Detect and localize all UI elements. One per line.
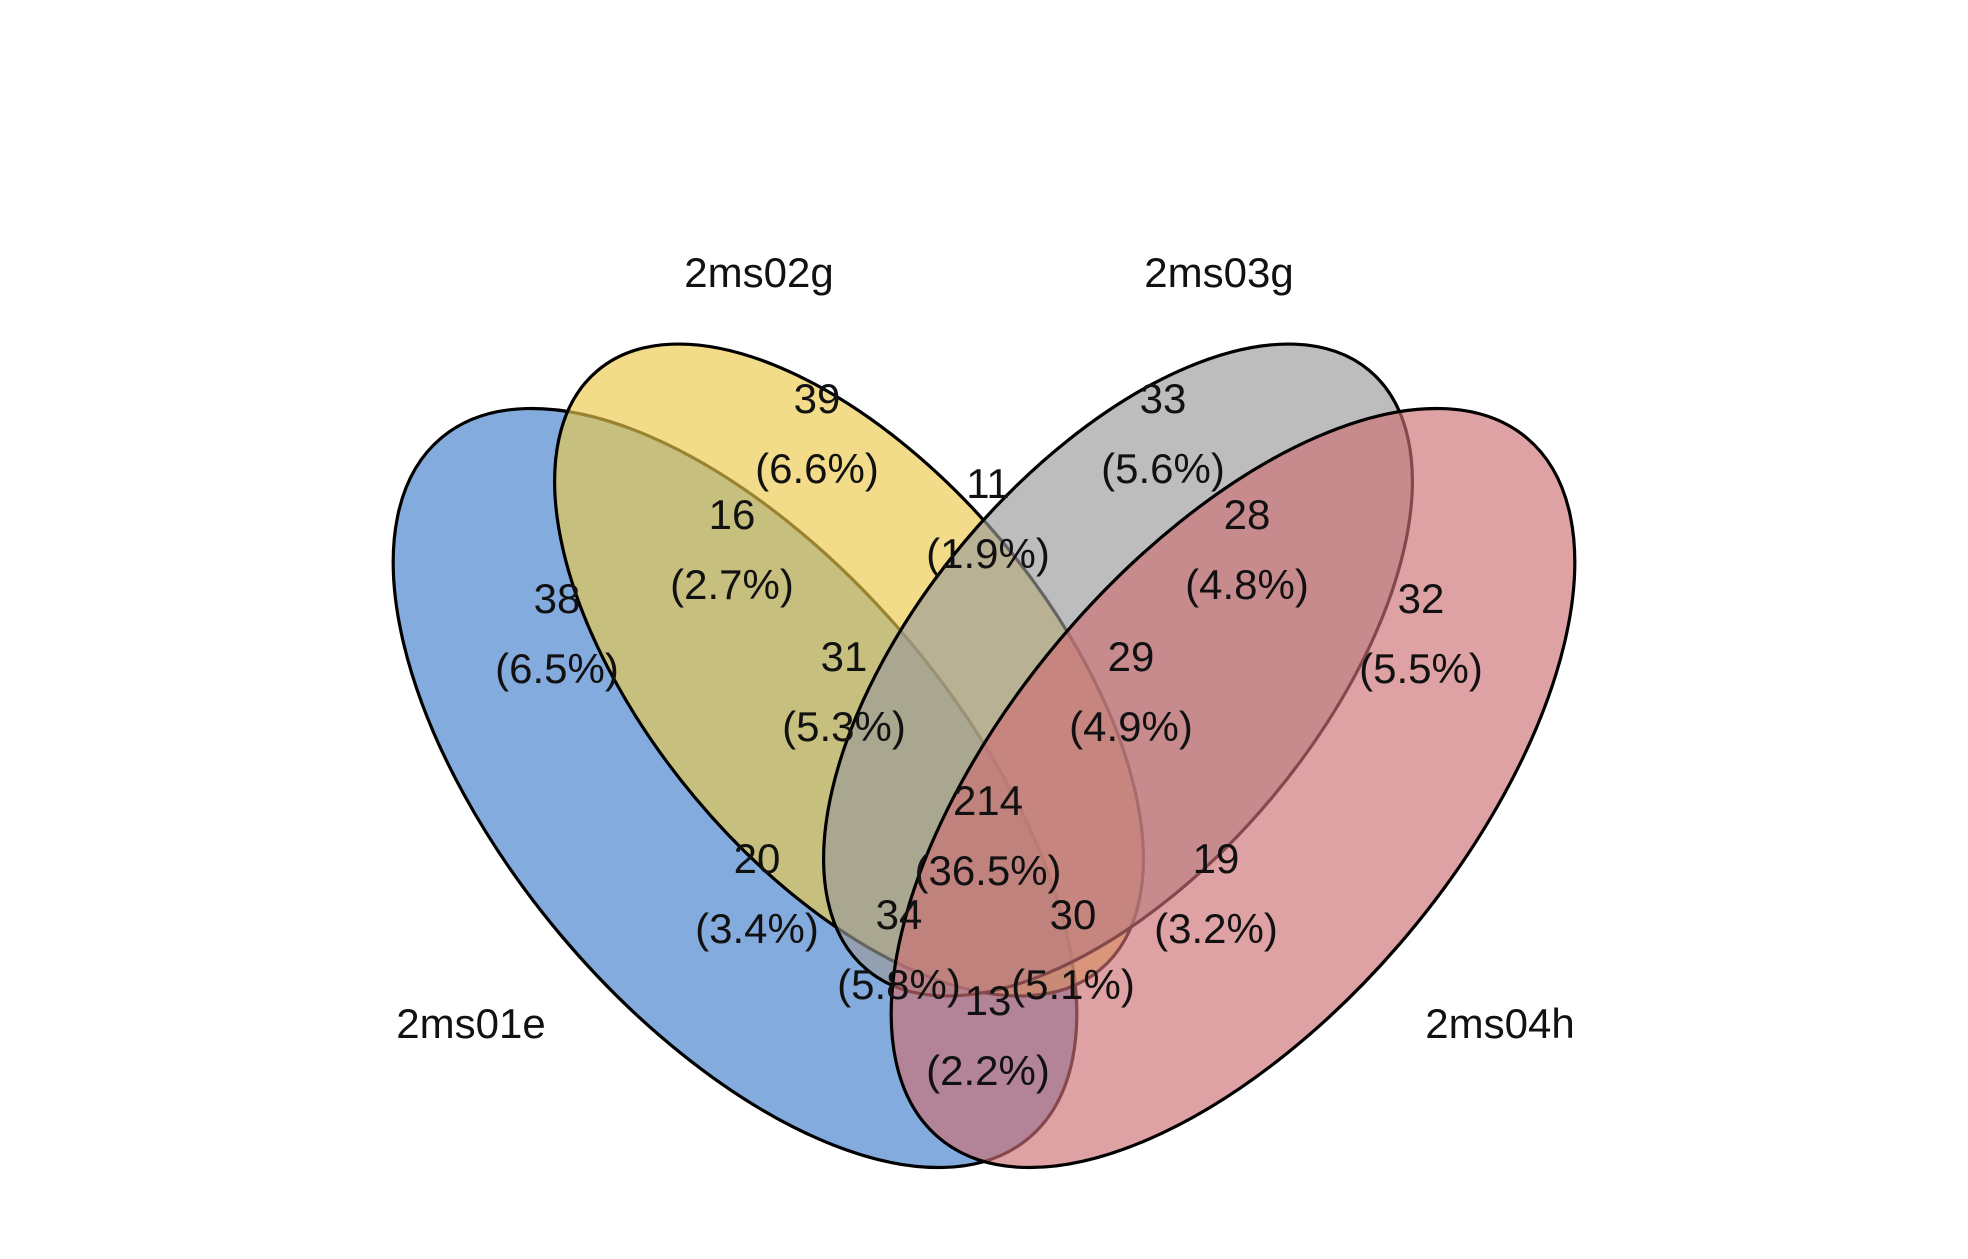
region-count-2ms02g: 39 [794,375,841,422]
region-count-02g-03g-04h: 29 [1108,633,1155,680]
region-pct-01e-02g: (2.7%) [670,561,794,608]
ellipse-2ms04h [889,406,1577,1170]
region-count-2ms01e: 38 [534,575,581,622]
set-label-2ms03g: 2ms03g [1144,249,1293,296]
region-count-01e-02g-04h: 30 [1050,891,1097,938]
region-count-01e-03g-04h: 34 [876,891,923,938]
region-count-01e-02g: 16 [709,491,756,538]
region-count-2ms04h: 32 [1398,575,1445,622]
region-pct-01e-02g-04h: (5.1%) [1011,961,1135,1008]
region-labels: 38 (6.5%) 39 (6.6%) 33 (5.6%) 32 (5.5%) … [495,375,1483,1094]
region-count-01e-02g-03g: 31 [821,633,868,680]
region-pct-01e-03g: (3.4%) [695,905,819,952]
set-label-2ms04h: 2ms04h [1425,1000,1574,1047]
region-pct-03g-04h: (4.8%) [1185,561,1309,608]
set-label-2ms01e: 2ms01e [396,1000,545,1047]
region-count-all: 214 [953,777,1023,824]
region-pct-2ms01e: (6.5%) [495,645,619,692]
region-count-01e-03g: 20 [734,835,781,882]
region-count-03g-04h: 28 [1224,491,1271,538]
region-pct-01e-03g-04h: (5.8%) [837,961,961,1008]
region-pct-01e-04h: (2.2%) [926,1047,1050,1094]
set-labels: 2ms02g 2ms03g 2ms01e 2ms04h [396,249,1574,1047]
region-count-02g-04h: 19 [1193,835,1240,882]
region-pct-01e-02g-03g: (5.3%) [782,703,906,750]
region-count-2ms03g: 33 [1140,375,1187,422]
set-ellipses [391,342,1577,1170]
region-count-01e-04h: 13 [965,977,1012,1024]
region-pct-2ms03g: (5.6%) [1101,445,1225,492]
region-pct-02g-04h: (3.2%) [1154,905,1278,952]
region-pct-02g-03g-04h: (4.9%) [1069,703,1193,750]
region-count-02g-03g: 11 [966,460,1010,507]
set-label-2ms02g: 2ms02g [684,249,833,296]
region-pct-2ms02g: (6.6%) [755,445,879,492]
region-pct-02g-03g: (1.9%) [926,530,1050,577]
region-pct-all: (36.5%) [914,847,1061,894]
region-pct-2ms04h: (5.5%) [1359,645,1483,692]
